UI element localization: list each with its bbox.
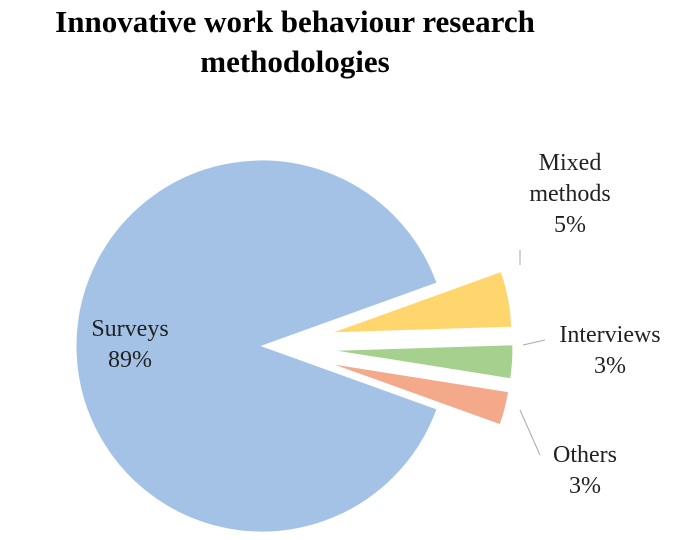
slice-label: Interviews xyxy=(559,322,661,348)
leader-line xyxy=(519,409,541,456)
value-label: 89% xyxy=(108,347,152,373)
value-label: 3% xyxy=(569,473,601,499)
pie-slice xyxy=(331,344,514,380)
pie-slice xyxy=(75,159,438,533)
pie-slice xyxy=(329,362,510,426)
leader-line xyxy=(522,339,546,346)
pie-slice xyxy=(330,270,513,334)
slice-label: Others xyxy=(553,442,617,468)
chart-title: Innovative work behaviour research metho… xyxy=(55,4,535,79)
slice-label: Mixed methods xyxy=(529,150,611,207)
value-label: 3% xyxy=(594,353,626,379)
value-label: 5% xyxy=(554,212,586,238)
slice-label: Surveys xyxy=(91,316,169,342)
